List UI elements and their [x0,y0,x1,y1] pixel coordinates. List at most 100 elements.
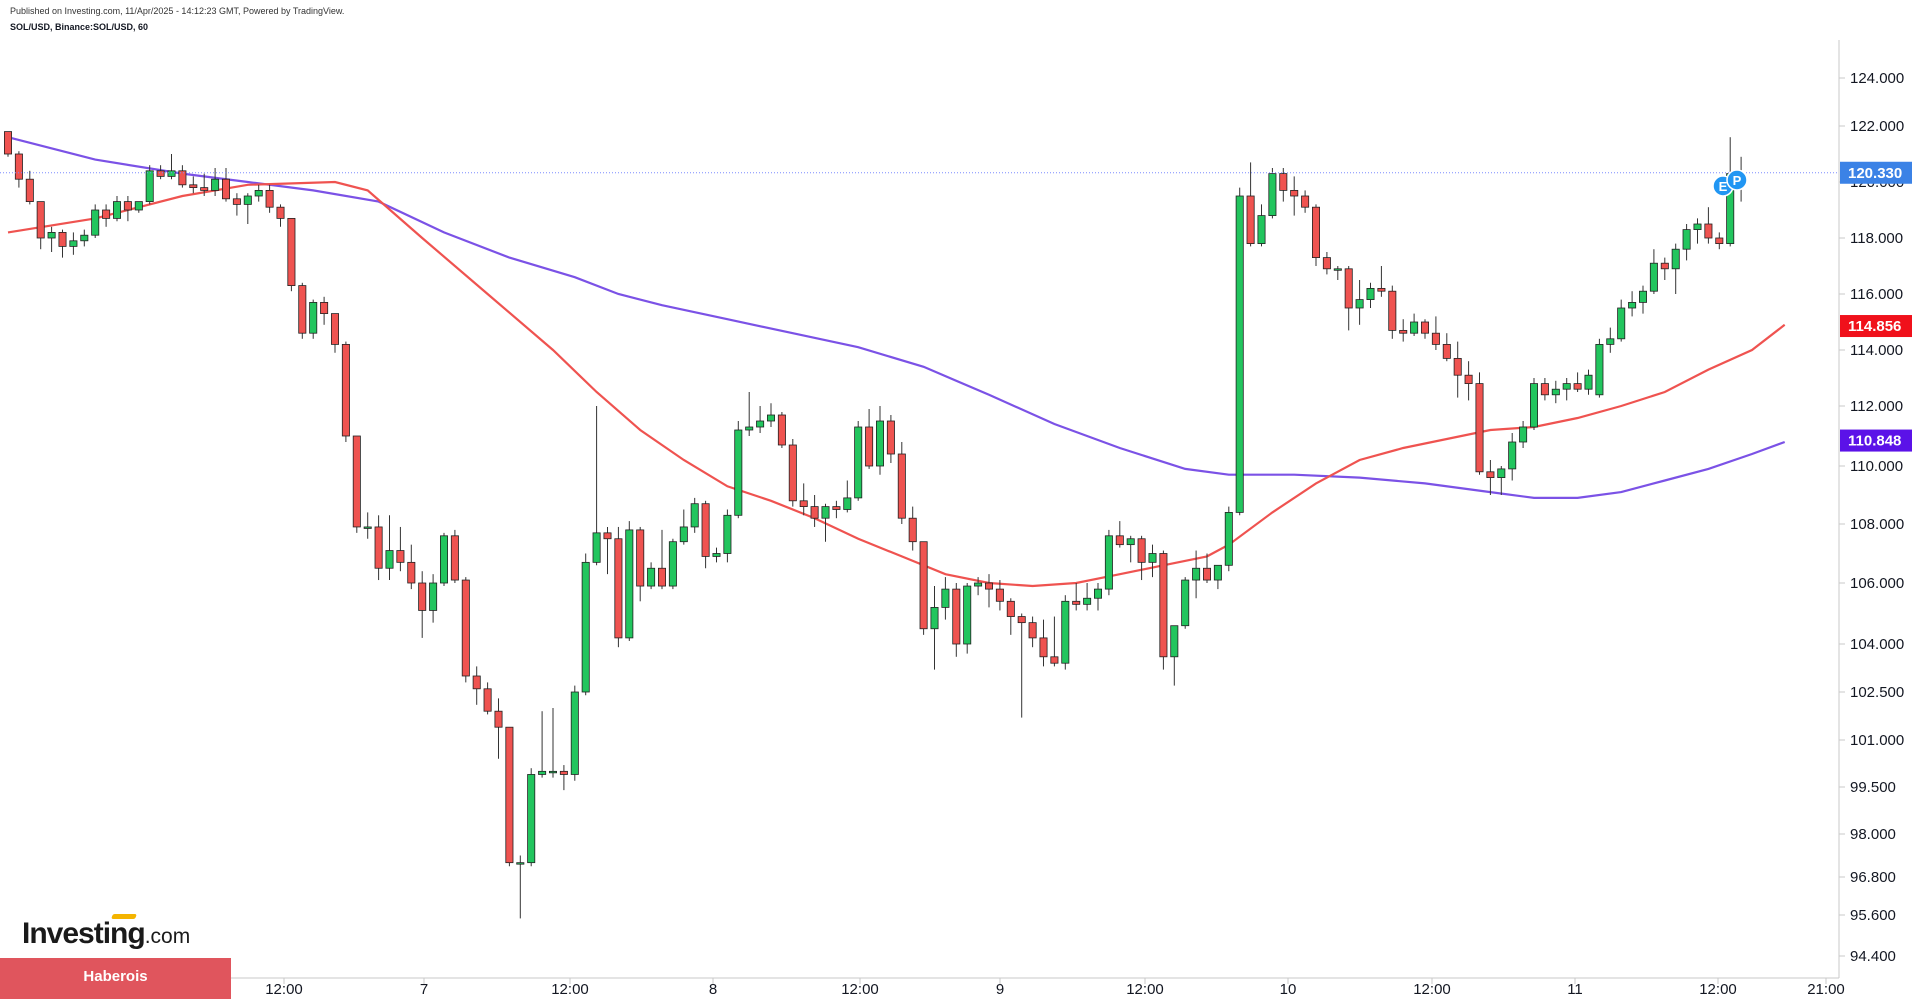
candle [1453,341,1462,398]
candle-body [832,506,841,510]
candle-body [1453,357,1462,376]
candle-body [211,178,220,191]
candle [527,768,536,867]
candle [1671,243,1680,294]
candle [1649,249,1658,294]
candle-body [1704,223,1713,239]
candle [1072,583,1081,611]
investing-logo: Investing.com [22,917,191,950]
candle-body [701,503,710,557]
candle [1584,369,1593,395]
y-axis: 124.000122.000120.000118.000116.000114.0… [1839,70,1904,965]
candle [734,421,743,519]
candle [145,165,154,205]
candle [1606,327,1615,353]
candle [1050,616,1059,667]
candle-body [559,770,568,775]
candle [1006,598,1015,635]
candle-body [1399,329,1408,334]
candle-body [1693,223,1702,230]
y-tick-label: 110.000 [1850,458,1903,475]
candle-body [985,582,994,590]
candle-body [679,526,688,543]
x-axis: 612:00712:00812:00912:001012:001112:0021… [134,978,1845,995]
x-tick-label: 12:00 [551,981,589,995]
candle-body [1115,535,1124,546]
candle-body [276,206,285,219]
candle-body [712,553,721,557]
candle [1083,583,1092,611]
candle-body [200,187,209,191]
candle [102,204,111,227]
candle-body [1388,290,1397,331]
y-tick-label: 96.800 [1850,869,1896,886]
candle [254,184,263,202]
candle-body [581,561,590,693]
candle [1290,176,1299,216]
candle-body [1050,656,1059,664]
candle [516,855,525,919]
candle-body [647,567,656,587]
x-tick-label: 12:00 [265,981,303,995]
candle [80,229,89,247]
p-marker[interactable]: P [1726,169,1748,191]
x-tick-label: 8 [709,981,717,995]
candle-body [167,170,176,177]
candle-body [1497,468,1506,478]
candle-body [1257,215,1266,245]
candle [897,442,906,524]
candle-body [407,561,416,584]
candle-body [265,189,274,208]
candle [396,526,405,572]
candle-body [145,170,154,203]
candle-body [1486,471,1495,478]
y-tick-label: 112.000 [1850,398,1903,415]
candle-body [178,170,187,186]
candle-body [243,195,252,205]
candle-body [14,153,23,180]
x-tick-label: 12:00 [1699,981,1737,995]
candle [712,547,721,563]
candle-body [396,550,405,563]
candle [952,583,961,657]
candle [1388,285,1397,339]
candle-body [1573,383,1582,390]
candle-body [897,453,906,519]
y-tick-label: 116.000 [1850,286,1903,303]
candle [363,512,372,539]
published-caption: Published on Investing.com, 11/Apr/2025 … [10,6,345,16]
candle-body [1584,374,1593,390]
candle [603,526,612,575]
candle-body [439,535,448,584]
candle-body [189,184,198,189]
candle-body [1540,383,1549,396]
candle [1530,378,1539,430]
candle-body [461,579,470,677]
candle [745,392,754,436]
ma-fast-tag-text: 114.856 [1848,318,1901,335]
candle-body [80,234,89,242]
candle [232,193,241,216]
candle-body [1312,206,1321,258]
candle [1061,595,1070,670]
candle-body [767,414,776,422]
candle [1017,613,1026,718]
candle-body [538,770,547,775]
candle-body [102,209,111,219]
candle [167,154,176,180]
candle-body [1508,441,1517,470]
candle [1508,433,1517,481]
y-tick-label: 114.000 [1850,342,1903,359]
x-tick-label: 9 [996,981,1004,995]
candle-body [995,588,1004,602]
candle [799,483,808,516]
candle-body [1617,307,1626,340]
candle-body [221,178,230,200]
y-tick-label: 124.000 [1850,70,1904,87]
candle [1421,319,1430,339]
candle [1181,577,1190,629]
candle-body [1366,287,1375,300]
candle-body [494,710,503,728]
